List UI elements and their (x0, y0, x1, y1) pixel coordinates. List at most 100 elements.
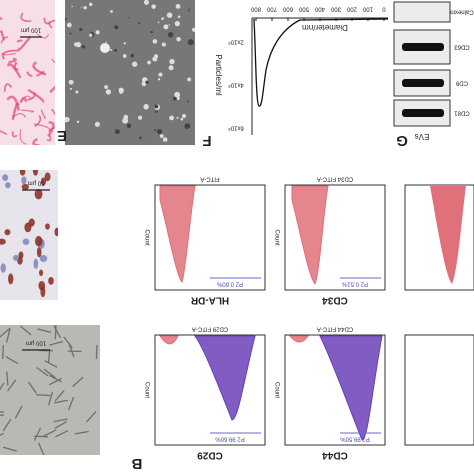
cell (72, 376, 84, 387)
cell (53, 325, 61, 339)
vesicle (163, 24, 169, 30)
vesicle (174, 91, 181, 98)
vesicle (169, 115, 174, 121)
cell (0, 327, 11, 338)
fiber (47, 121, 55, 137)
x-tick-label: 100 (362, 5, 373, 11)
fiber (48, 19, 55, 29)
vesicle (80, 7, 82, 9)
cell (2, 174, 9, 181)
x-tick-label: 0 (382, 5, 386, 11)
cell (4, 229, 11, 236)
panel-label: F (202, 132, 211, 149)
cell (43, 368, 56, 379)
cell (34, 235, 43, 247)
vesicle (114, 25, 119, 30)
fiber (51, 108, 55, 116)
histogram (319, 335, 383, 441)
vesicle (177, 15, 181, 19)
vesicle (81, 45, 86, 49)
x-tick-label: 500 (298, 5, 309, 11)
y-tick-label: 2x10⁸ (228, 38, 244, 45)
marker-label: CD44 (322, 449, 348, 460)
fiber (0, 36, 9, 44)
vesicle (94, 121, 100, 127)
vesicle (168, 65, 174, 71)
vesicle (104, 85, 109, 89)
cell (0, 263, 6, 273)
panel-label: B (131, 455, 142, 472)
vesicle (138, 22, 141, 25)
marker-label: CD9 (455, 79, 468, 85)
plot-title: CD29 FITC-A (192, 325, 228, 331)
cell (48, 377, 62, 386)
vesicle (141, 81, 147, 87)
cell (34, 188, 43, 200)
fiber (16, 39, 23, 43)
fiber (1, 49, 20, 60)
cell (45, 223, 50, 230)
cell (44, 172, 51, 182)
vesicle (161, 17, 164, 20)
histogram (288, 335, 309, 343)
band (402, 109, 444, 117)
tem-image (65, 0, 195, 145)
lane-label: EVs (415, 132, 430, 141)
vesicle (147, 60, 151, 65)
fiber (3, 83, 13, 92)
scale-label: 50 µm (28, 179, 45, 185)
cell (18, 251, 24, 259)
vesicle (116, 90, 119, 92)
cell (54, 420, 68, 430)
vesicle (176, 116, 179, 119)
fiber (49, 85, 55, 94)
cell (39, 255, 48, 262)
vesicle (139, 136, 142, 140)
vesicle (154, 54, 159, 59)
cell (33, 258, 39, 270)
y-axis-label: Particles/ml (214, 54, 223, 96)
blot-frame (393, 1, 451, 23)
gate-label: P2 0.60% (216, 280, 243, 286)
vesicle (162, 137, 168, 142)
histogram (194, 335, 256, 421)
fiber (26, 71, 33, 77)
vesicle (184, 123, 191, 130)
y-axis-label: Count (143, 229, 149, 245)
cell (32, 170, 39, 176)
cell (19, 325, 32, 336)
x-tick-label: 600 (282, 5, 293, 11)
vesicle (89, 33, 93, 37)
fiber (32, 61, 47, 76)
vesicle (110, 10, 113, 13)
vesicle (167, 31, 174, 38)
vesicle (143, 0, 149, 5)
cell (0, 411, 5, 413)
x-tick-label: 300 (330, 5, 341, 11)
plot-title: CD44 FITC-A (317, 325, 353, 331)
vesicle (175, 4, 181, 9)
cell (48, 276, 54, 285)
vesicle (95, 30, 100, 35)
vesicle (79, 27, 83, 32)
panel-label: E (57, 127, 67, 144)
vesicle (114, 48, 118, 52)
vesicle (105, 41, 107, 43)
y-axis-label: Count (143, 382, 149, 398)
fiber (32, 138, 41, 145)
fiber (0, 16, 3, 21)
cell (54, 399, 69, 404)
y-tick-label: 6x10⁸ (228, 124, 244, 131)
x-tick-label: 700 (266, 5, 277, 11)
cell (33, 435, 49, 438)
fiber (12, 113, 26, 118)
vesicle (114, 129, 120, 135)
vesicle (168, 24, 171, 26)
cell (27, 381, 37, 394)
marker-label: CD81 (454, 109, 470, 115)
fiber (11, 131, 18, 138)
cell (24, 222, 32, 233)
vesicle (66, 22, 72, 28)
vesicle (68, 79, 74, 85)
vesicle (75, 90, 79, 94)
